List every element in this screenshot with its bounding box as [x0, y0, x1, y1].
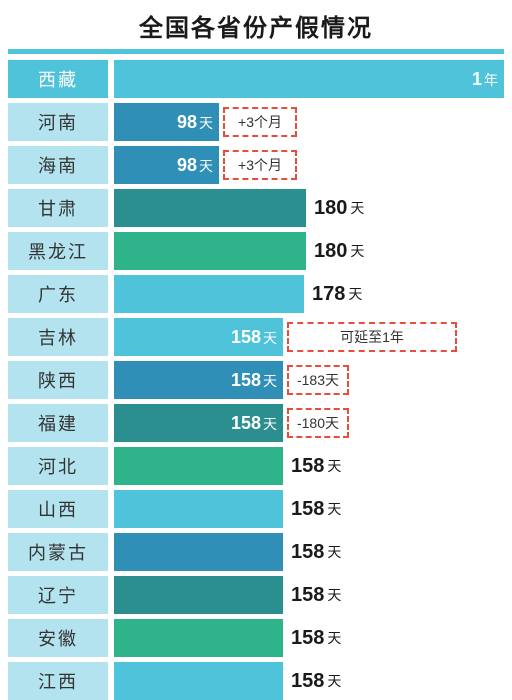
bar-value: 158天 — [291, 533, 341, 571]
table-row: 甘肃 180天 — [8, 189, 504, 227]
bar — [114, 275, 304, 313]
bar: 1年 — [114, 60, 504, 98]
bar-value: 158天 — [291, 662, 341, 700]
table-row: 内蒙古 158天 — [8, 533, 504, 571]
bar-value: 158天 — [231, 327, 277, 348]
bar-value: 98天 — [177, 155, 213, 176]
table-row: 吉林 158天可延至1年 — [8, 318, 504, 356]
bar-value: 158天 — [291, 490, 341, 528]
table-row: 西藏 1年 — [8, 60, 504, 98]
bar-value: 158天 — [291, 619, 341, 657]
bar-value: 180天 — [314, 189, 364, 227]
province-label: 海南 — [8, 146, 108, 184]
bar-value: 158天 — [231, 413, 277, 434]
bar — [114, 576, 283, 614]
province-label: 内蒙古 — [8, 533, 108, 571]
bar-value: 1年 — [472, 69, 498, 90]
province-label: 福建 — [8, 404, 108, 442]
note-box: +3个月 — [223, 107, 297, 137]
table-row: 辽宁 158天 — [8, 576, 504, 614]
table-row: 陕西 158天 -183天 — [8, 361, 504, 399]
note-box: +3个月 — [223, 150, 297, 180]
note-box: -180天 — [287, 408, 349, 438]
table-row: 福建 158天 -180天 — [8, 404, 504, 442]
table-row: 黑龙江 180天 — [8, 232, 504, 270]
province-label: 河南 — [8, 103, 108, 141]
province-label: 黑龙江 — [8, 232, 108, 270]
bar-value: 98天 — [177, 112, 213, 133]
province-label: 山西 — [8, 490, 108, 528]
bar-value: 180天 — [314, 232, 364, 270]
note-box: -183天 — [287, 365, 349, 395]
table-row: 安徽 158天 — [8, 619, 504, 657]
bar: 158天 — [114, 404, 283, 442]
bar — [114, 662, 283, 700]
bar — [114, 533, 283, 571]
province-label: 甘肃 — [8, 189, 108, 227]
table-row: 海南 98天 +3个月 — [8, 146, 504, 184]
bar: 98天 — [114, 103, 219, 141]
bar-value: 158天 — [231, 370, 277, 391]
province-label: 广东 — [8, 275, 108, 313]
bar: 158天 — [114, 318, 283, 356]
bar: 158天 — [114, 361, 283, 399]
bar-value: 158天 — [291, 576, 341, 614]
province-label: 河北 — [8, 447, 108, 485]
province-label: 陕西 — [8, 361, 108, 399]
bar — [114, 447, 283, 485]
province-label: 西藏 — [8, 60, 108, 98]
province-label: 安徽 — [8, 619, 108, 657]
note-box: 可延至1年 — [287, 322, 457, 352]
province-label: 辽宁 — [8, 576, 108, 614]
title-underline — [8, 49, 504, 54]
province-label: 江西 — [8, 662, 108, 700]
table-row: 河北 158天 — [8, 447, 504, 485]
table-row: 广东 178天 — [8, 275, 504, 313]
table-row: 江西 158天 — [8, 662, 504, 700]
chart-rows: 西藏1年河南98天+3个月海南98天+3个月甘肃180天黑龙江180天广东178… — [0, 60, 512, 700]
province-label: 吉林 — [8, 318, 108, 356]
bar-value: 178天 — [312, 275, 362, 313]
bar — [114, 490, 283, 528]
table-row: 山西 158天 — [8, 490, 504, 528]
bar: 98天 — [114, 146, 219, 184]
bar — [114, 619, 283, 657]
chart-title: 全国各省份产假情况 — [0, 0, 512, 49]
maternity-leave-chart: 全国各省份产假情况 西藏1年河南98天+3个月海南98天+3个月甘肃180天黑龙… — [0, 0, 512, 691]
bar — [114, 189, 306, 227]
bar-value: 158天 — [291, 447, 341, 485]
table-row: 河南 98天 +3个月 — [8, 103, 504, 141]
bar — [114, 232, 306, 270]
